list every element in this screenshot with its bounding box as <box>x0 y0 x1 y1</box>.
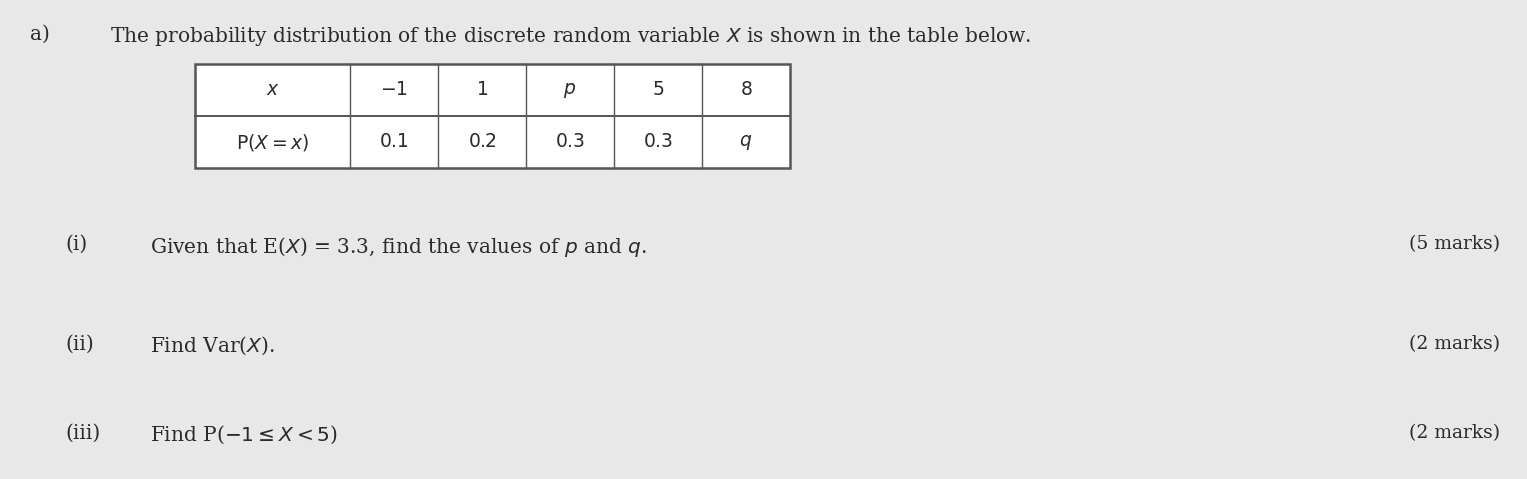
Text: $5$: $5$ <box>652 81 664 99</box>
Text: (ii): (ii) <box>66 335 93 354</box>
Text: (i): (i) <box>66 235 87 254</box>
Text: $\mathrm{P}(X=x)$: $\mathrm{P}(X=x)$ <box>235 132 308 152</box>
Text: a): a) <box>31 25 50 44</box>
Text: Given that E($X$) = 3.3, find the values of $p$ and $q$.: Given that E($X$) = 3.3, find the values… <box>150 235 647 259</box>
Text: Find P($-1 \leq X < 5$): Find P($-1 \leq X < 5$) <box>150 424 337 446</box>
Text: The probability distribution of the discrete random variable $X$ is shown in the: The probability distribution of the disc… <box>110 25 1031 48</box>
Text: (2 marks): (2 marks) <box>1409 335 1500 353</box>
Text: (5 marks): (5 marks) <box>1409 235 1500 253</box>
Text: (2 marks): (2 marks) <box>1409 424 1500 442</box>
Text: $-1$: $-1$ <box>380 81 408 99</box>
Text: $0.2$: $0.2$ <box>467 133 496 151</box>
Text: (iii): (iii) <box>66 424 101 443</box>
Text: Find Var($X$).: Find Var($X$). <box>150 335 275 357</box>
Text: $0.3$: $0.3$ <box>643 133 673 151</box>
Text: $q$: $q$ <box>739 133 753 151</box>
Text: $0.1$: $0.1$ <box>379 133 409 151</box>
Bar <box>195 64 789 168</box>
Text: $1$: $1$ <box>476 81 489 99</box>
Text: $0.3$: $0.3$ <box>554 133 585 151</box>
Text: $8$: $8$ <box>739 81 753 99</box>
Text: $p$: $p$ <box>563 80 577 100</box>
Text: $x$: $x$ <box>266 81 279 99</box>
